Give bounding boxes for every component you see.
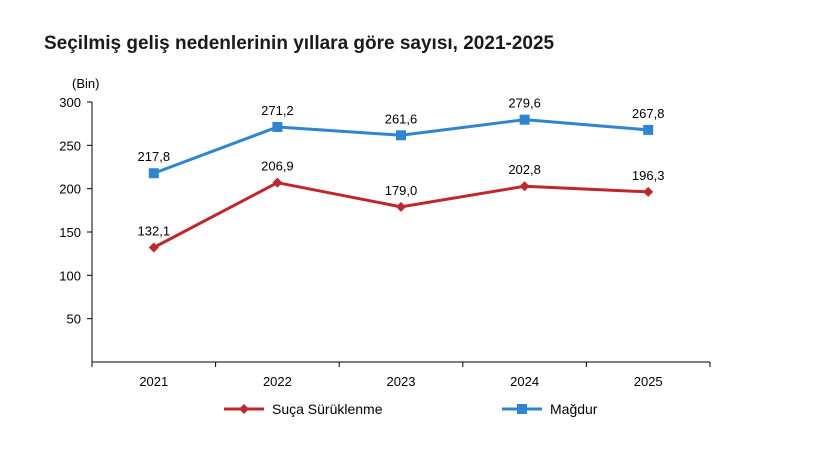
y-tick-label: 100 [59, 268, 81, 283]
data-point-magdur [519, 114, 530, 125]
data-label-magdur: 267,8 [632, 106, 665, 121]
x-tick-label: 2025 [634, 374, 663, 389]
chart-title: Seçilmiş geliş nedenlerinin yıllara göre… [44, 33, 555, 54]
data-label-magdur: 279,6 [508, 96, 541, 111]
x-tick-label: 2022 [263, 374, 292, 389]
series-line-magdur [153, 118, 649, 175]
data-point-suca-suruklenme [396, 201, 406, 212]
data-point-suca-suruklenme [519, 181, 530, 192]
legend-item-magdur: Mağdur [500, 400, 597, 418]
legend-label-magdur: Mağdur [550, 401, 598, 417]
y-tick-label: 300 [59, 95, 81, 110]
y-tick-label: 150 [59, 225, 81, 240]
data-label-suca-suruklenme: 179,0 [385, 183, 418, 198]
data-label-suca-suruklenme: 132,1 [138, 224, 171, 239]
x-tick-label: 2021 [139, 374, 168, 389]
data-point-magdur [396, 130, 406, 141]
data-point-suca-suruklenme [272, 177, 283, 188]
y-unit-label: (Bin) [72, 76, 99, 91]
data-label-magdur: 271,2 [261, 103, 294, 118]
x-tick-label: 2024 [510, 374, 539, 389]
data-label-suca-suruklenme: 206,9 [261, 159, 294, 174]
data-point-magdur [643, 124, 654, 135]
y-tick-label: 250 [59, 138, 81, 153]
data-label-magdur: 261,6 [385, 111, 418, 126]
data-point-magdur [148, 168, 159, 179]
legend-marker-magdur [502, 404, 542, 414]
data-label-magdur: 217,8 [138, 149, 171, 164]
data-label-suca-suruklenme: 196,3 [632, 168, 665, 183]
y-tick-label: 50 [67, 312, 81, 327]
x-tick-label: 2023 [387, 374, 416, 389]
data-point-suca-suruklenme [643, 186, 654, 197]
legend-marker-suca-suruklenme [224, 404, 264, 414]
y-tick-label: 200 [59, 182, 81, 197]
data-point-suca-suruklenme [148, 242, 159, 253]
data-label-suca-suruklenme: 202,8 [508, 162, 541, 177]
data-point-magdur [272, 121, 283, 132]
legend-label-suca-suruklenme: Suça Sürüklenme [272, 401, 383, 417]
legend-item-suca-suruklenme: Suça Sürüklenme [222, 400, 383, 418]
